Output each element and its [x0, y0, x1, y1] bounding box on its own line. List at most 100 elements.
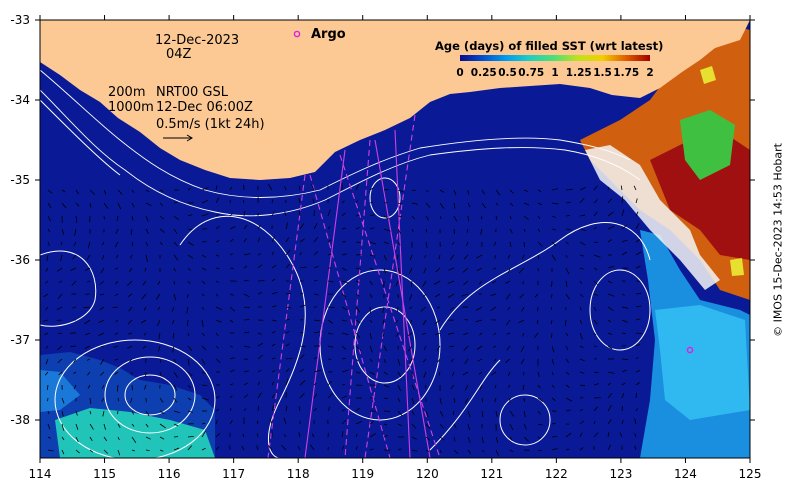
current-vector — [215, 446, 220, 451]
current-vector — [89, 202, 92, 208]
current-vector — [521, 306, 525, 312]
current-vector — [58, 280, 63, 284]
current-vector — [607, 382, 611, 386]
current-vector — [100, 293, 105, 296]
current-vector — [397, 267, 401, 275]
current-vector — [509, 423, 514, 431]
current-vector — [536, 319, 539, 324]
current-vector — [492, 280, 497, 284]
current-vector — [257, 237, 261, 243]
current-vector — [369, 319, 373, 323]
current-vector — [523, 436, 529, 442]
current-vector — [565, 448, 570, 451]
current-vector — [327, 306, 335, 309]
current-vector — [285, 330, 290, 334]
current-vector — [355, 345, 362, 351]
current-vector — [449, 254, 455, 261]
current-vector — [215, 358, 221, 364]
current-vector — [103, 202, 109, 209]
current-vector — [593, 421, 596, 425]
current-vector — [621, 239, 628, 243]
current-vector — [201, 254, 207, 258]
current-vector — [635, 198, 638, 204]
current-vector — [145, 202, 152, 207]
current-vector — [607, 404, 612, 412]
current-vector — [285, 263, 290, 269]
current-vector — [61, 397, 65, 404]
current-vector — [464, 384, 469, 391]
current-vector — [73, 384, 77, 390]
current-vector — [159, 371, 162, 377]
current-vector — [607, 432, 610, 438]
current-vector — [397, 423, 402, 427]
current-vector — [101, 397, 105, 402]
current-vector — [355, 226, 360, 230]
current-vector — [171, 306, 175, 312]
current-vector — [355, 358, 359, 362]
current-vector — [89, 436, 93, 442]
current-vector — [140, 319, 147, 324]
current-vector — [145, 371, 147, 378]
current-vector — [299, 354, 305, 360]
current-vector — [565, 254, 568, 258]
current-vector — [241, 445, 245, 451]
current-vector — [551, 436, 558, 438]
current-vector — [491, 371, 497, 376]
current-vector — [634, 418, 637, 425]
current-vector — [327, 345, 334, 348]
current-vectors — [43, 183, 643, 456]
current-vector — [593, 211, 598, 217]
current-vector — [128, 267, 133, 273]
current-vector — [467, 449, 472, 454]
current-vector — [579, 358, 585, 362]
current-vector — [355, 306, 361, 313]
current-vector — [145, 436, 151, 440]
current-vector — [201, 213, 209, 217]
current-vector — [114, 371, 119, 375]
current-vector — [411, 436, 417, 440]
current-vector — [593, 371, 599, 374]
current-vector — [341, 227, 347, 230]
current-vector — [520, 345, 525, 353]
current-vector — [114, 241, 119, 248]
current-vector — [271, 199, 273, 204]
current-vector — [83, 306, 91, 309]
current-vector — [257, 354, 263, 360]
current-vector — [313, 393, 318, 399]
current-vector — [187, 319, 189, 326]
plot-frame — [39, 19, 751, 459]
current-vector — [116, 215, 119, 222]
current-vector — [635, 343, 641, 347]
current-vector — [327, 406, 331, 412]
current-vector — [215, 225, 220, 230]
current-vector — [495, 449, 499, 456]
argo-float-marker — [686, 346, 694, 354]
current-vector — [493, 332, 497, 336]
current-vector — [271, 331, 276, 334]
current-vector — [75, 202, 80, 207]
current-vector — [355, 371, 361, 374]
current-vector — [635, 223, 640, 230]
current-vector — [607, 319, 612, 323]
current-vector — [507, 371, 511, 377]
current-vector — [187, 445, 193, 451]
current-vector — [145, 228, 149, 234]
current-vector — [565, 332, 569, 337]
current-vector — [579, 293, 584, 298]
vector-scale-label: 0.5m/s (1kt 24h) — [156, 117, 265, 132]
current-vector — [509, 410, 515, 417]
colorbar-tick-label: 1.75 — [613, 67, 639, 79]
current-vector — [114, 332, 119, 335]
current-vector — [229, 293, 235, 296]
current-vector — [579, 241, 586, 246]
current-vector — [382, 332, 385, 337]
current-vector — [422, 358, 427, 363]
current-vector — [453, 436, 456, 442]
current-vector — [117, 384, 119, 392]
current-vector — [229, 395, 233, 399]
current-vector — [215, 293, 219, 297]
current-vector — [117, 436, 120, 441]
current-vector — [607, 265, 615, 269]
current-vector — [565, 409, 571, 412]
current-vector — [425, 449, 429, 452]
